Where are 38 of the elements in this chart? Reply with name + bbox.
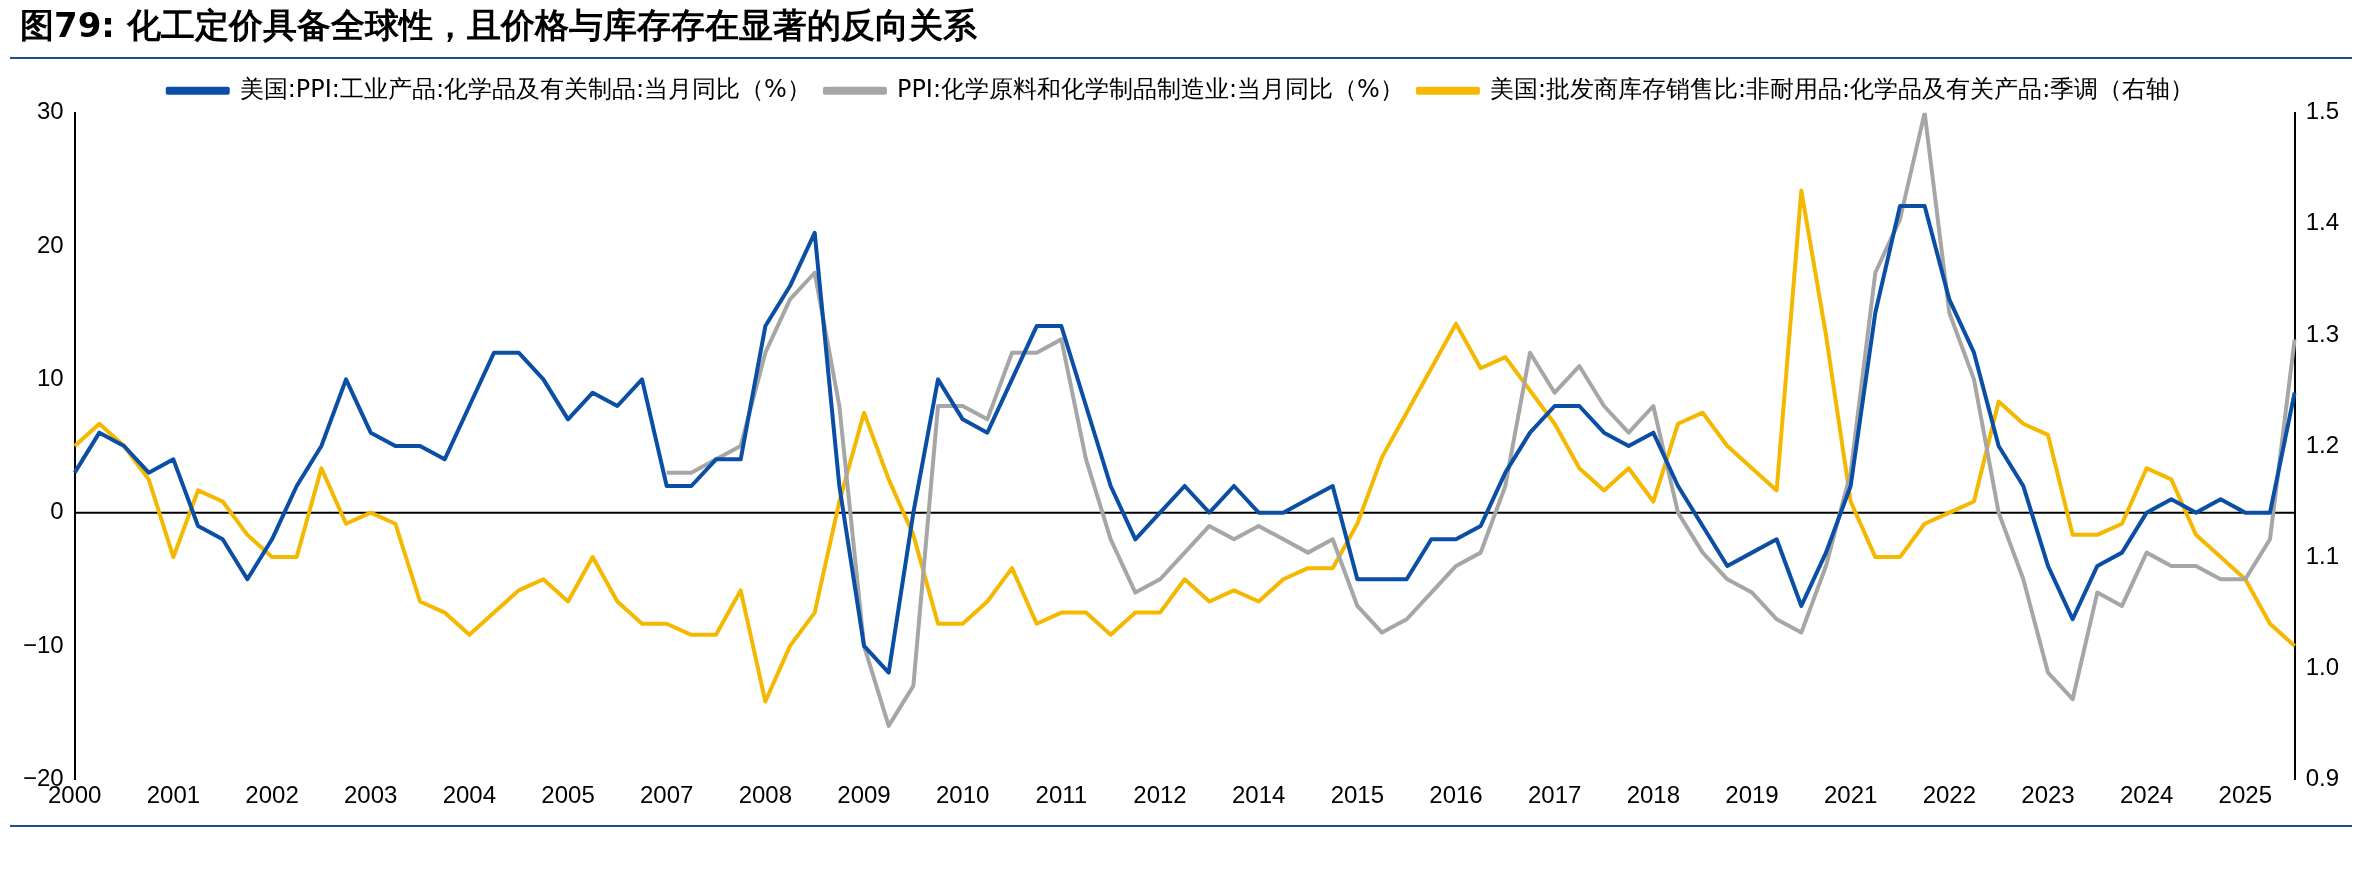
x-tick-label: 2019 (1725, 781, 1779, 809)
x-tick-label: 2005 (541, 781, 595, 809)
x-tick-label: 2022 (1922, 781, 1977, 809)
x-tick-label: 2004 (442, 781, 497, 809)
x-tick-label: 2008 (738, 781, 793, 809)
x-tick-label: 2011 (1035, 781, 1088, 809)
y-tick-label: 0 (50, 497, 64, 525)
y2-tick-label: 1.1 (2305, 541, 2340, 569)
x-tick-label: 2009 (837, 781, 891, 809)
x-tick-label: 2017 (1527, 781, 1582, 809)
y2-tick-label: 1.5 (2305, 97, 2340, 125)
legend-label: PPI:化学原料和化学制品制造业:当月同比（%） (896, 75, 1404, 104)
y2-tick-label: 0.9 (2305, 763, 2340, 791)
x-tick-label: 2015 (1330, 781, 1385, 809)
chart-title: 图79: 化工定价具备全球性，且价格与库存存在显著的反向关系 (20, 5, 978, 46)
x-tick-label: 2007 (640, 781, 694, 809)
x-tick-label: 2018 (1626, 781, 1681, 809)
y-tick-label: −10 (22, 630, 64, 658)
y2-tick-label: 1.3 (2305, 319, 2340, 347)
x-tick-label: 2016 (1429, 781, 1483, 809)
legend-label: 美国:批发商库存销售比:非耐用品:化学品及有关产品:季调（右轴） (1489, 75, 2195, 104)
y2-tick-label: 1.0 (2305, 652, 2340, 680)
legend-label: 美国:PPI:工业产品:化学品及有关制品:当月同比（%） (239, 75, 811, 104)
y-tick-label: 20 (37, 230, 64, 258)
x-tick-label: 2012 (1133, 781, 1187, 809)
x-tick-label: 2001 (146, 781, 201, 809)
x-tick-label: 2002 (245, 781, 299, 809)
y2-tick-label: 1.2 (2305, 430, 2340, 458)
x-tick-label: 2024 (2119, 781, 2174, 809)
y2-tick-label: 1.4 (2305, 208, 2340, 236)
x-tick-label: 2014 (1231, 781, 1286, 809)
x-tick-label: 2010 (935, 781, 990, 809)
x-tick-label: 2023 (2021, 781, 2075, 809)
x-tick-label: 2003 (344, 781, 398, 809)
y-tick-label: 30 (37, 97, 64, 125)
x-tick-label: 2021 (1823, 781, 1878, 809)
x-tick-label: 2025 (2218, 781, 2272, 809)
y-tick-label: 10 (37, 363, 64, 391)
